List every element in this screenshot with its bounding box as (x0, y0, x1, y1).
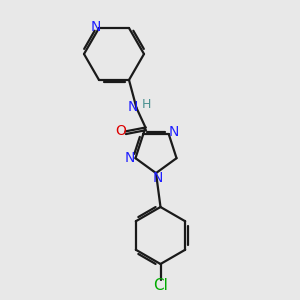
Text: N: N (125, 151, 135, 165)
Text: N: N (91, 20, 101, 34)
Text: N: N (152, 172, 163, 185)
Text: O: O (115, 124, 126, 138)
Text: N: N (128, 100, 138, 114)
Text: N: N (169, 124, 179, 139)
Text: Cl: Cl (153, 278, 168, 293)
Text: H: H (141, 98, 151, 112)
